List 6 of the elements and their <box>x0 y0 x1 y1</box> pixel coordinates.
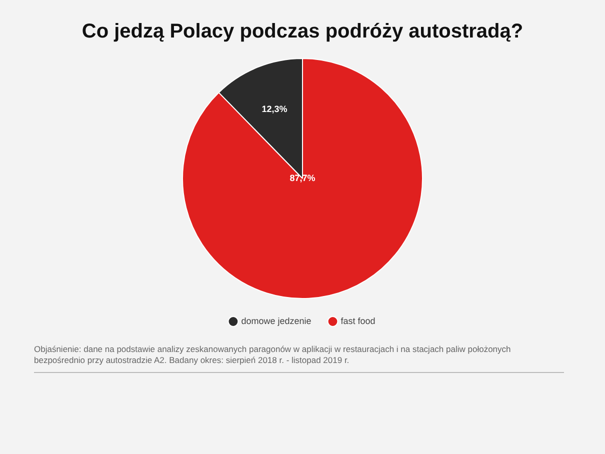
text: Objaśnienie: dane na podstawie analizy zeskanowanych paragonów w aplikacji w restauracjach i na stacjach paliw położonych bezpośrednio przy autostradzie A2. Badany okres: sierpień 2018 r. - listopad 2019 r. <box>34 344 512 366</box>
legend-label: fast food <box>340 316 376 326</box>
legend-label: domowe jedzenie <box>241 316 312 326</box>
data-label: 87,7% <box>290 172 316 183</box>
chart-title: Co jedzą Polacy podczas podróży autostradą? <box>82 20 524 43</box>
data-label: 12,3% <box>262 104 288 114</box>
